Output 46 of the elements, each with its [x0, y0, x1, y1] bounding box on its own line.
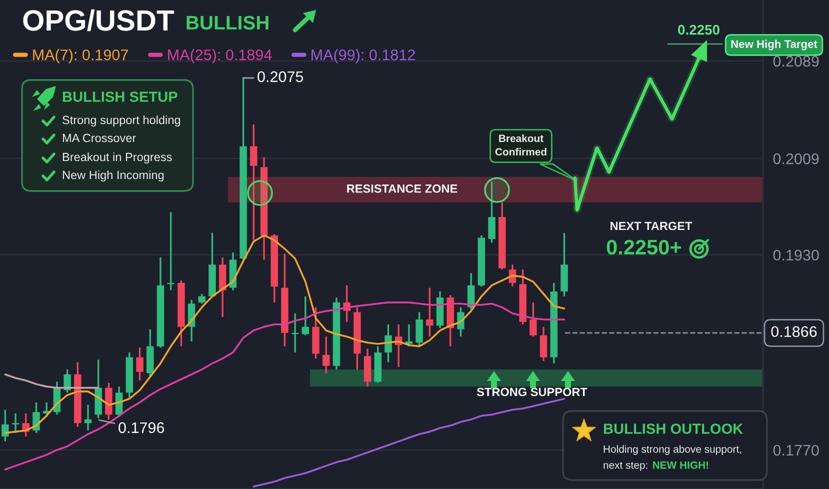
candlestick — [12, 412, 20, 434]
text: next step: — [604, 462, 648, 471]
candlestick — [250, 124, 258, 242]
ref-line-label: 0.1866 — [771, 326, 817, 338]
annotation: MA Crossover — [62, 134, 136, 142]
candlestick — [136, 346, 144, 382]
text: NEW HIGH! — [653, 461, 708, 469]
annotation: 0.2075 — [258, 71, 304, 82]
candlestick — [322, 336, 330, 374]
candlestick — [416, 311, 423, 348]
annotation: 0.1796 — [118, 422, 164, 434]
candlestick — [32, 402, 40, 434]
legend-label: MA(99): 0.1812 — [312, 49, 415, 64]
candlestick — [302, 295, 310, 336]
annotation: Breakout in Progress — [62, 152, 172, 164]
text: 0.2250 — [678, 24, 720, 35]
candlestick — [540, 326, 548, 362]
annotation: Breakout Confirmed — [495, 134, 546, 156]
text: 0.2250+ — [606, 240, 682, 255]
candlestick — [457, 306, 464, 338]
candlestick — [530, 302, 537, 338]
text: BULLISH OUTLOOK — [604, 424, 744, 434]
chart-title: OPG/USDT — [23, 9, 174, 32]
candlestick — [64, 368, 71, 394]
legend-label: MA(7): 0.1907 — [33, 49, 128, 64]
y-tick-label: 0.2009 — [773, 153, 819, 164]
candlestick — [198, 293, 206, 304]
y-tick-label: 0.1770 — [773, 444, 819, 456]
line-series — [252, 398, 566, 488]
text: BULLISH — [186, 16, 268, 30]
band-label: STRONG SUPPORT — [476, 388, 588, 396]
candlestick — [84, 404, 92, 432]
text: New High Target — [731, 40, 818, 50]
candlestick — [2, 408, 9, 442]
y-tick-label: 0.1930 — [773, 250, 819, 261]
annotation: BULLISH SETUP — [62, 92, 178, 102]
candlestick — [384, 324, 392, 364]
candlestick — [426, 286, 434, 338]
annotation: Strong support holding — [62, 116, 180, 127]
candlestick — [488, 180, 496, 244]
text: NEXT TARGET — [610, 222, 692, 230]
annotation: New High Incoming — [62, 170, 164, 182]
legend-label: MA(25): 0.1894 — [168, 49, 272, 64]
band-label: RESISTANCE ZONE — [347, 184, 458, 193]
text: Holding strong above support, — [604, 445, 742, 455]
y-tick-label: 0.2089 — [773, 56, 819, 67]
